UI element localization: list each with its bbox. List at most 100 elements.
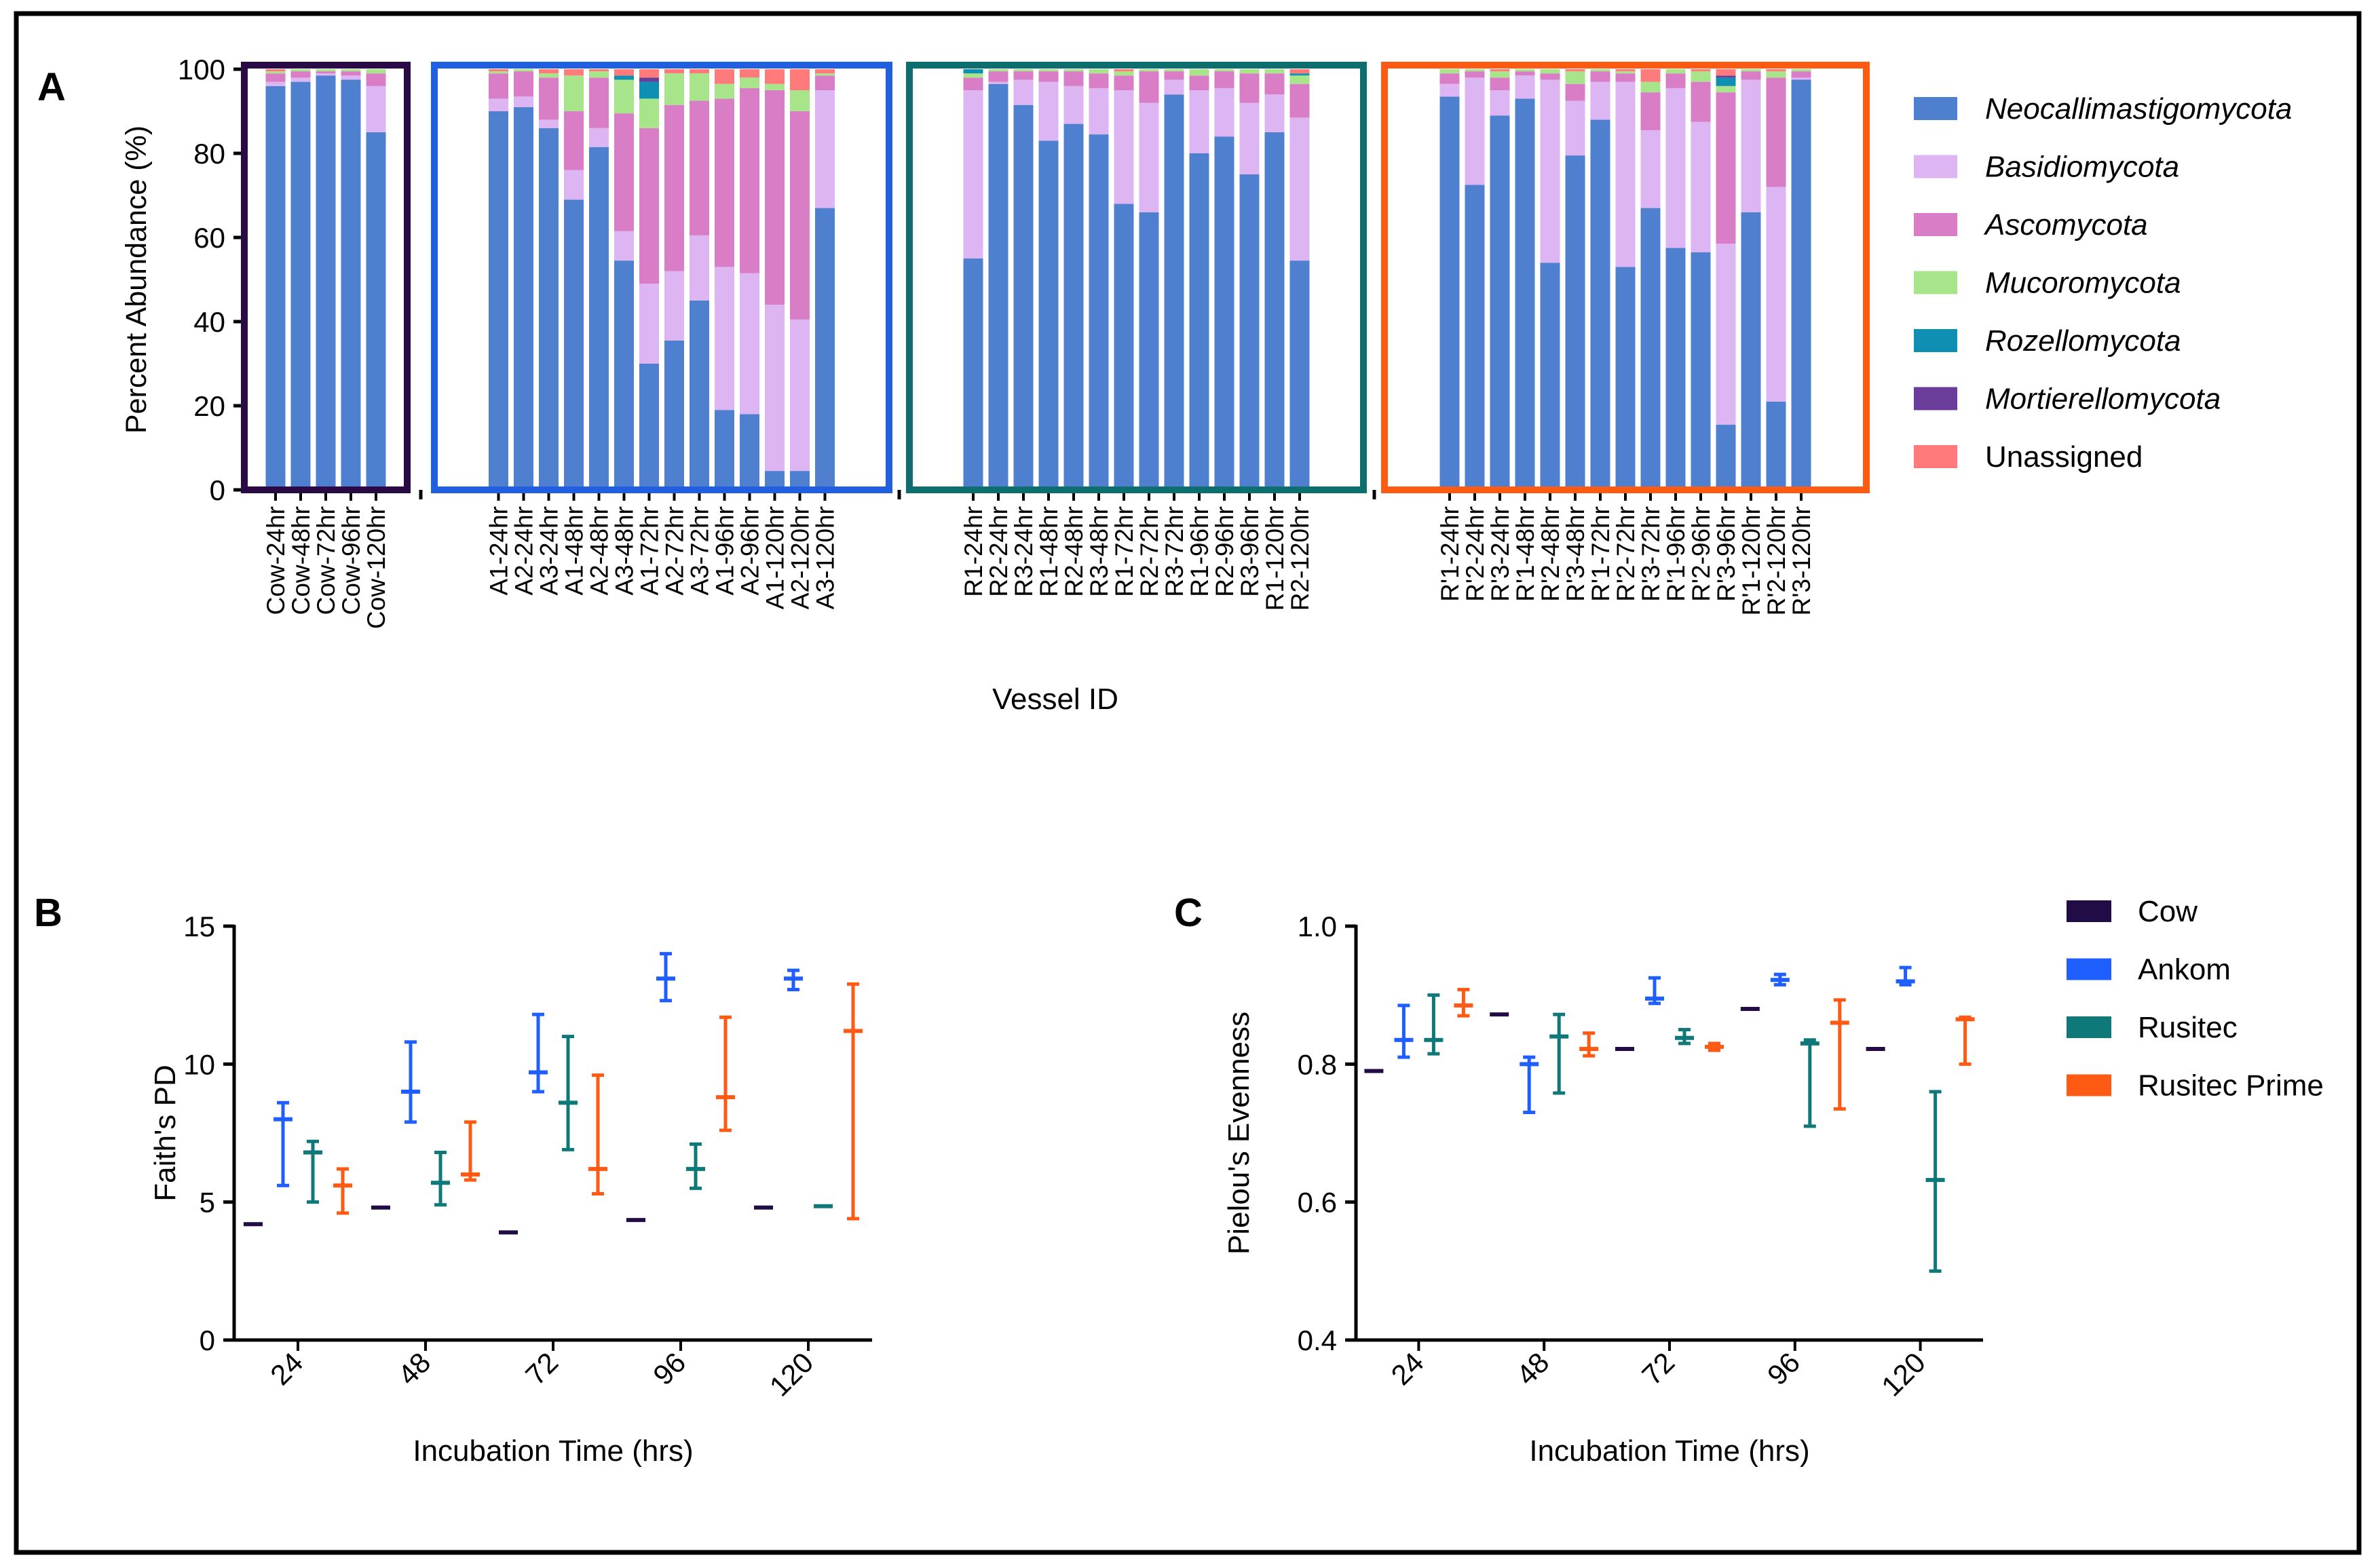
- errorbar-ankom: [784, 968, 803, 992]
- bar-segment: [815, 75, 835, 90]
- x-tick-label: R2-48hr: [1060, 506, 1088, 597]
- x-tick-label: A2-48hr: [586, 506, 614, 596]
- legend-swatch: [1914, 213, 1957, 236]
- bar-segment: [1741, 69, 1761, 72]
- bar-segment: [1139, 102, 1159, 212]
- bar-segment: [341, 79, 361, 490]
- bar-segment: [765, 305, 785, 472]
- bar-segment: [1640, 130, 1661, 208]
- x-tick-label: R3-48hr: [1085, 506, 1113, 597]
- bar-segment: [1289, 75, 1310, 84]
- legend-swatch: [1914, 271, 1957, 294]
- bar-segment: [963, 69, 983, 74]
- x-tick-label: A1-72hr: [636, 506, 664, 596]
- bar-segment: [1565, 71, 1585, 84]
- legend-swatch: [2067, 958, 2111, 980]
- x-tick-label: A2-120hr: [787, 506, 814, 609]
- x-tick-label: R1-48hr: [1035, 506, 1063, 597]
- bar-segment: [639, 98, 659, 128]
- bar-segment: [1114, 71, 1134, 76]
- bar-segment: [815, 208, 835, 490]
- taxa-legend: Neocallimastigomycota Basidiomycota Ascomy…: [1914, 92, 2292, 474]
- bar-segment: [1590, 71, 1610, 82]
- errorbar-ankom: [656, 952, 675, 1003]
- bar-segment: [1565, 100, 1585, 156]
- bar-segment: [1791, 69, 1811, 72]
- bar-segment: [265, 73, 286, 82]
- x-tick-label: R3-96hr: [1236, 506, 1264, 597]
- bar-segment: [514, 96, 533, 107]
- x-tick-label: R2-72hr: [1135, 506, 1163, 597]
- panel-a-stacked-bar-chart: 0 20 40 60 80 100 Percent Abundance (%) Cow-24h…: [120, 54, 2292, 716]
- bar-segment: [740, 77, 759, 88]
- bar-segment: [1439, 69, 1460, 74]
- bar-segment: [564, 69, 584, 76]
- bar-segment: [1189, 69, 1209, 76]
- bar-segment: [963, 77, 983, 90]
- bar-segment: [1289, 73, 1310, 76]
- bar-segment: [1766, 77, 1786, 187]
- bar-segment: [514, 69, 533, 72]
- bar-segment: [1615, 73, 1636, 82]
- errorbar-ankom: [1896, 965, 1915, 987]
- bar-segment: [664, 340, 684, 490]
- bar-segment: [514, 71, 533, 97]
- bar-segment: [316, 75, 336, 491]
- bar-segment: [1264, 69, 1285, 74]
- bar-segment: [639, 69, 659, 78]
- bar-segment: [1590, 81, 1610, 120]
- bar-segment: [1114, 75, 1134, 90]
- y-axis-title: Pielou's Evenness: [1222, 1012, 1256, 1255]
- panel-label-c: C: [1174, 891, 1203, 935]
- bar-segment: [664, 104, 684, 271]
- bar-segment: [1741, 71, 1761, 80]
- y-tick-label: 20: [193, 390, 225, 422]
- bar-segment: [664, 69, 684, 74]
- x-tick-label: R'1-96hr: [1662, 506, 1690, 602]
- bar-segment: [1540, 69, 1560, 74]
- bar-segment: [1264, 94, 1285, 132]
- bar-segment: [341, 75, 361, 80]
- bar-segment: [815, 69, 835, 74]
- bar-segment: [589, 71, 609, 78]
- bar-segment: [988, 83, 1008, 490]
- x-tick-label: R'3-96hr: [1712, 506, 1740, 602]
- bar-segment: [1665, 248, 1686, 490]
- x-tick-label: Cow-24hr: [262, 506, 290, 615]
- bar-segment: [1515, 69, 1535, 72]
- errorbar-ankom: [1520, 1055, 1539, 1114]
- bar-segment: [316, 71, 336, 74]
- x-tick-label: Cow-120hr: [362, 506, 390, 629]
- bar-segment: [589, 128, 609, 147]
- bar-segment: [539, 77, 559, 120]
- bar-segment: [790, 69, 810, 90]
- bar-segment: [564, 111, 584, 170]
- bar-segment: [740, 273, 759, 415]
- legend-swatch: [1914, 329, 1957, 352]
- bar-segment: [1791, 79, 1811, 490]
- bar-segment: [589, 69, 609, 72]
- bar-segment: [1515, 71, 1535, 76]
- bar-segment: [1540, 79, 1560, 263]
- y-axis-title: Faith's PD: [149, 1065, 182, 1202]
- legend-label: Rozellomycota: [1985, 324, 2181, 358]
- bar-segment: [765, 90, 785, 305]
- bar-segment: [815, 90, 835, 208]
- bar-segment: [690, 235, 709, 301]
- group-frame: [1381, 62, 1870, 493]
- bar-segment: [1490, 71, 1510, 78]
- bar-segment: [366, 85, 386, 132]
- errorbar-rusitec-prime: [716, 1015, 735, 1132]
- bar-segment: [690, 73, 709, 101]
- bar-segment: [290, 77, 311, 82]
- x-tick-label: A2-24hr: [510, 506, 538, 596]
- bar-segment: [1716, 92, 1736, 244]
- legend-label: Unassigned: [1985, 440, 2143, 474]
- bar-segment: [489, 111, 508, 490]
- bar-segment: [1013, 71, 1034, 80]
- bar-segment: [1791, 71, 1811, 78]
- bar-segment: [265, 69, 286, 72]
- x-tick-label: R'2-24hr: [1461, 506, 1489, 602]
- bar-segment: [1189, 153, 1209, 490]
- bar-segment: [1038, 69, 1059, 72]
